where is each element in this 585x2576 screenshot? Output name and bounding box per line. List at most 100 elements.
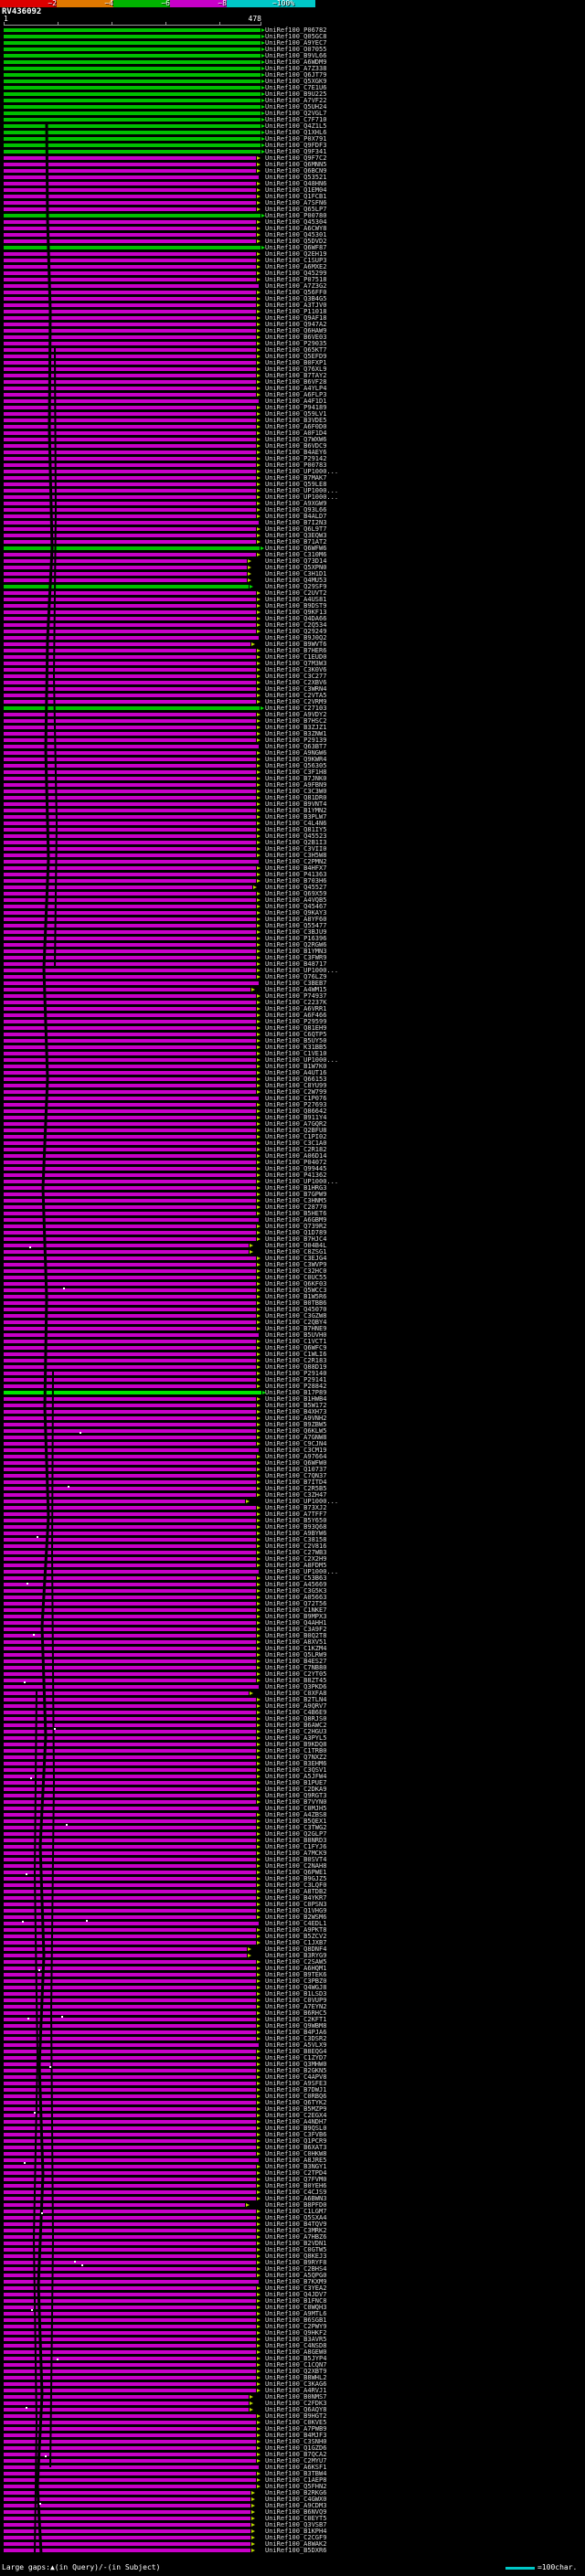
alignment-bar[interactable] <box>4 2542 250 2546</box>
hit-label[interactable]: UniRef100_B5HET6 <box>265 1210 327 1217</box>
alignment-bar[interactable] <box>4 1666 256 1670</box>
hit-label[interactable]: UniRef100_B3ZJZ1 <box>265 724 327 731</box>
alignment-bar[interactable] <box>4 2446 256 2450</box>
hit-label[interactable]: UniRef100_A8GEW0 <box>265 2348 327 2356</box>
hit-label[interactable]: UniRef100_B7QCA2 <box>265 2451 327 2458</box>
alignment-bar[interactable] <box>4 623 256 627</box>
hit-label[interactable]: UniRef100_C3FWR9 <box>265 954 327 961</box>
alignment-bar[interactable] <box>4 1077 256 1081</box>
hit-label[interactable]: UniRef100_B6NVQ9 <box>265 2508 327 2516</box>
hit-label[interactable]: UniRef100_C3KAG6 <box>265 2380 327 2388</box>
hit-label[interactable]: UniRef100_C53B63 <box>265 1574 327 1582</box>
alignment-bar[interactable] <box>4 1448 259 1452</box>
hit-label[interactable]: UniRef100_C2MYU7 <box>265 2457 327 2465</box>
hit-label[interactable]: UniRef100_C38158 <box>265 1536 327 1543</box>
alignment-bar[interactable] <box>4 2011 256 2015</box>
hit-label[interactable]: UniRef100_A9PKT8 <box>265 1926 327 1934</box>
hit-label[interactable]: UniRef100_A6MXE2 <box>265 263 327 270</box>
hit-label[interactable]: UniRef100_B3ZNW1 <box>265 730 327 737</box>
hit-label[interactable]: UniRef100_C2Q534 <box>265 621 327 629</box>
hit-label[interactable]: UniRef100_B6AWC2 <box>265 1722 327 1729</box>
alignment-bar[interactable] <box>4 1570 259 1574</box>
alignment-bar[interactable] <box>4 1506 256 1510</box>
alignment-bar[interactable] <box>4 674 256 678</box>
hit-label[interactable]: UniRef100_B9VNT4 <box>265 800 327 808</box>
hit-label[interactable]: UniRef100_UP1000... <box>265 1178 339 1185</box>
hit-label[interactable]: UniRef100_Q1EM04 <box>265 186 327 194</box>
alignment-bar[interactable] <box>4 1851 256 1855</box>
alignment-bar[interactable] <box>4 1871 256 1874</box>
hit-label[interactable]: UniRef100_Q45301 <box>265 231 327 239</box>
hit-label[interactable]: UniRef100_B7GPW9 <box>265 1191 327 1198</box>
hit-label[interactable]: UniRef100_C3C277 <box>265 673 327 680</box>
hit-label[interactable]: UniRef100_C1SUP3 <box>265 257 327 264</box>
hit-label[interactable]: UniRef100_B1LSD3 <box>265 1990 327 1998</box>
hit-label[interactable]: UniRef100_C3TWG2 <box>265 1824 327 1831</box>
alignment-bar[interactable] <box>4 1109 256 1113</box>
hit-label[interactable]: UniRef100_Q6PWE1 <box>265 1869 327 1876</box>
hit-label[interactable]: UniRef100_A4F1D1 <box>265 398 327 405</box>
alignment-bar[interactable] <box>4 1378 256 1382</box>
hit-label[interactable]: UniRef100_A06D14 <box>265 1152 327 1160</box>
alignment-bar[interactable] <box>4 1320 256 1324</box>
hit-label[interactable]: UniRef100_C7F710 <box>265 116 327 123</box>
hit-label[interactable]: UniRef100_B6VF28 <box>265 378 327 386</box>
hit-label[interactable]: UniRef100_C1P076 <box>265 1095 327 1102</box>
hit-label[interactable]: UniRef100_A6HQM1 <box>265 1965 327 1972</box>
alignment-bar[interactable] <box>4 1500 245 1503</box>
alignment-bar[interactable] <box>4 2165 256 2168</box>
alignment-bar[interactable] <box>4 1263 256 1267</box>
alignment-bar[interactable] <box>4 1564 256 1567</box>
alignment-bar[interactable] <box>4 419 256 422</box>
alignment-bar[interactable] <box>4 719 256 723</box>
alignment-bar[interactable] <box>4 2523 250 2527</box>
hit-label[interactable]: UniRef100_B5JYP4 <box>265 2355 327 2362</box>
hit-label[interactable]: UniRef100_A4UT16 <box>265 1069 327 1076</box>
alignment-bar[interactable] <box>4 508 256 512</box>
alignment-bar[interactable] <box>4 406 256 409</box>
alignment-bar[interactable] <box>4 1372 256 1375</box>
alignment-bar[interactable] <box>4 1723 256 1727</box>
alignment-bar[interactable] <box>4 380 256 384</box>
hit-label[interactable]: UniRef100_Q76XL9 <box>265 366 327 373</box>
alignment-bar[interactable] <box>4 2171 256 2175</box>
alignment-bar[interactable] <box>4 1576 256 1580</box>
alignment-bar[interactable] <box>4 73 261 77</box>
hit-label[interactable]: UniRef100_B2WSM6 <box>265 1913 327 1921</box>
alignment-bar[interactable] <box>4 1909 256 1913</box>
alignment-bar[interactable] <box>4 2337 256 2341</box>
alignment-bar[interactable] <box>4 2229 256 2232</box>
hit-label[interactable]: UniRef100_Q3EQW3 <box>265 532 327 539</box>
alignment-bar[interactable] <box>4 700 256 704</box>
alignment-bar[interactable] <box>4 361 256 365</box>
hit-label[interactable]: UniRef100_Q6KF03 <box>265 1280 327 1288</box>
hit-label[interactable]: UniRef100_UP1000... <box>265 493 339 501</box>
hit-label[interactable]: UniRef100_B703H6 <box>265 877 327 885</box>
hit-label[interactable]: UniRef100_P29142 <box>265 455 327 462</box>
hit-label[interactable]: UniRef100_C3SNH0 <box>265 2438 327 2445</box>
alignment-bar[interactable] <box>4 1986 256 1989</box>
hit-label[interactable]: UniRef100_A9VDY2 <box>265 711 327 718</box>
alignment-bar[interactable] <box>4 1679 256 1682</box>
hit-label[interactable]: UniRef100_Q29249 <box>265 628 327 635</box>
hit-label[interactable]: UniRef100_P0X791 <box>265 135 327 143</box>
alignment-bar[interactable] <box>4 2126 256 2130</box>
alignment-bar[interactable] <box>4 2146 256 2149</box>
alignment-bar[interactable] <box>4 105 261 109</box>
hit-label[interactable]: UniRef100_B7HNE9 <box>265 1325 327 1332</box>
hit-label[interactable]: UniRef100_B7HJC4 <box>265 1235 327 1243</box>
hit-label[interactable]: UniRef100_Q3PKD6 <box>265 1683 327 1691</box>
alignment-bar[interactable] <box>4 1973 256 1977</box>
hit-label[interactable]: UniRef100_B48717 <box>265 960 327 968</box>
hit-label[interactable]: UniRef100_Q4DA66 <box>265 615 327 622</box>
alignment-bar[interactable] <box>4 1743 256 1746</box>
hit-label[interactable]: UniRef100_A0F1D4 <box>265 429 327 437</box>
alignment-bar[interactable] <box>4 1538 256 1542</box>
alignment-bar[interactable] <box>4 2453 256 2456</box>
alignment-bar[interactable] <box>4 969 256 972</box>
alignment-bar[interactable] <box>4 1314 256 1318</box>
hit-label[interactable]: UniRef100_C3H1D1 <box>265 570 327 578</box>
hit-label[interactable]: UniRef100_Q05GC8 <box>265 33 327 40</box>
alignment-bar[interactable] <box>4 1045 256 1049</box>
alignment-bar[interactable] <box>4 1781 256 1785</box>
